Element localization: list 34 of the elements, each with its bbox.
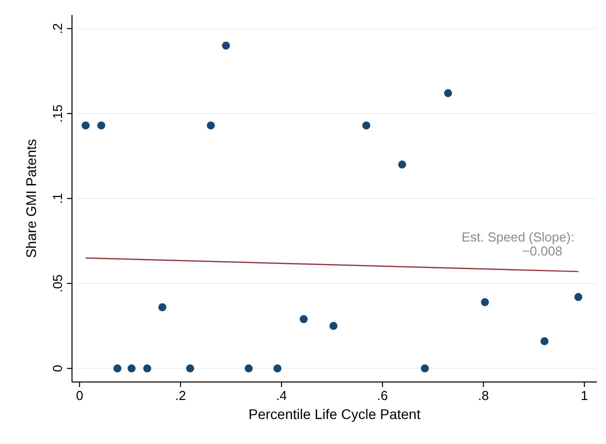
point bbox=[206, 121, 215, 130]
point bbox=[540, 337, 548, 346]
point bbox=[113, 364, 122, 372]
point bbox=[362, 121, 370, 130]
x-tick-label: .4 bbox=[276, 388, 287, 403]
y-tick-label: .2 bbox=[50, 23, 65, 34]
x-tick-label: .2 bbox=[175, 388, 186, 403]
point bbox=[329, 322, 338, 330]
x-tick-label: .6 bbox=[377, 388, 388, 403]
point bbox=[97, 121, 106, 130]
point bbox=[222, 42, 230, 50]
x-tick-label: .8 bbox=[478, 388, 489, 403]
annotation: Est. Speed (Slope): −0.008 bbox=[462, 230, 574, 259]
point bbox=[444, 89, 452, 98]
point bbox=[186, 364, 194, 372]
y-tick-label: 0 bbox=[50, 364, 65, 372]
y-tick-label: .05 bbox=[50, 274, 65, 292]
x-tick-label: 1 bbox=[580, 388, 588, 403]
point bbox=[300, 315, 308, 324]
point bbox=[574, 293, 582, 302]
point bbox=[143, 364, 152, 372]
point bbox=[82, 121, 90, 130]
point bbox=[128, 364, 136, 372]
x-axis-title: Percentile Life Cycle Patent bbox=[248, 406, 421, 422]
point bbox=[480, 298, 489, 306]
y-axis-title: Share GMI Patents bbox=[23, 138, 39, 258]
point bbox=[398, 160, 406, 169]
point bbox=[158, 303, 166, 312]
point bbox=[244, 364, 253, 372]
y-tick-label: .1 bbox=[50, 193, 65, 204]
point bbox=[420, 364, 429, 372]
y-tick-label: .15 bbox=[50, 104, 65, 123]
x-tick-label: 0 bbox=[76, 388, 84, 403]
point bbox=[273, 364, 282, 372]
